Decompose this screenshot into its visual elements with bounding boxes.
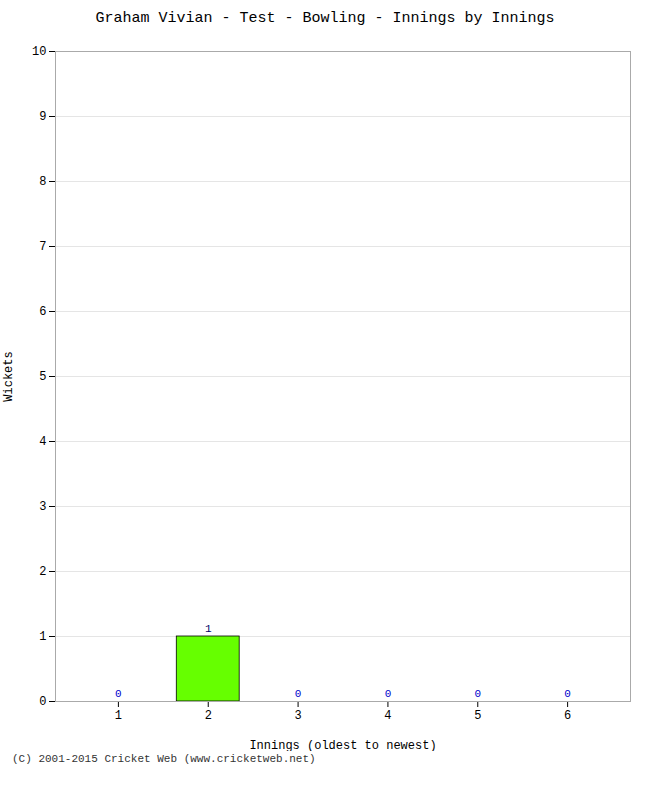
svg-text:0: 0 — [39, 695, 46, 709]
svg-text:7: 7 — [39, 240, 46, 254]
svg-text:3: 3 — [294, 709, 301, 723]
svg-text:10: 10 — [32, 45, 46, 59]
html-text:Graham Vivian - Test - Bowling: Graham Vivian - Test - Bowling - Innings… — [95, 10, 555, 27]
svg-text:6: 6 — [564, 709, 571, 723]
svg-text:2: 2 — [205, 709, 212, 723]
svg-text:0: 0 — [295, 688, 302, 700]
svg-text:9: 9 — [39, 110, 46, 124]
svg-text:3: 3 — [39, 500, 46, 514]
svg-text:4: 4 — [39, 435, 46, 449]
svg-text:1: 1 — [39, 630, 46, 644]
svg-text:Wickets: Wickets — [2, 351, 16, 401]
svg-text:5: 5 — [474, 709, 481, 723]
svg-text:0: 0 — [564, 688, 571, 700]
svg-text:1: 1 — [115, 709, 122, 723]
svg-text:2: 2 — [39, 565, 46, 579]
svg-text:0: 0 — [115, 688, 122, 700]
svg-text:0: 0 — [474, 688, 481, 700]
svg-text:Innings (oldest to newest): Innings (oldest to newest) — [249, 739, 436, 752]
svg-text:4: 4 — [384, 709, 391, 723]
svg-text:8: 8 — [39, 175, 46, 189]
svg-text:0: 0 — [385, 688, 392, 700]
svg-text:5: 5 — [39, 370, 46, 384]
svg-text:6: 6 — [39, 305, 46, 319]
svg-text:1: 1 — [205, 623, 212, 635]
html-text:(C) 2001-2015 Cricket Web (www: (C) 2001-2015 Cricket Web (www.cricketwe… — [12, 753, 316, 765]
